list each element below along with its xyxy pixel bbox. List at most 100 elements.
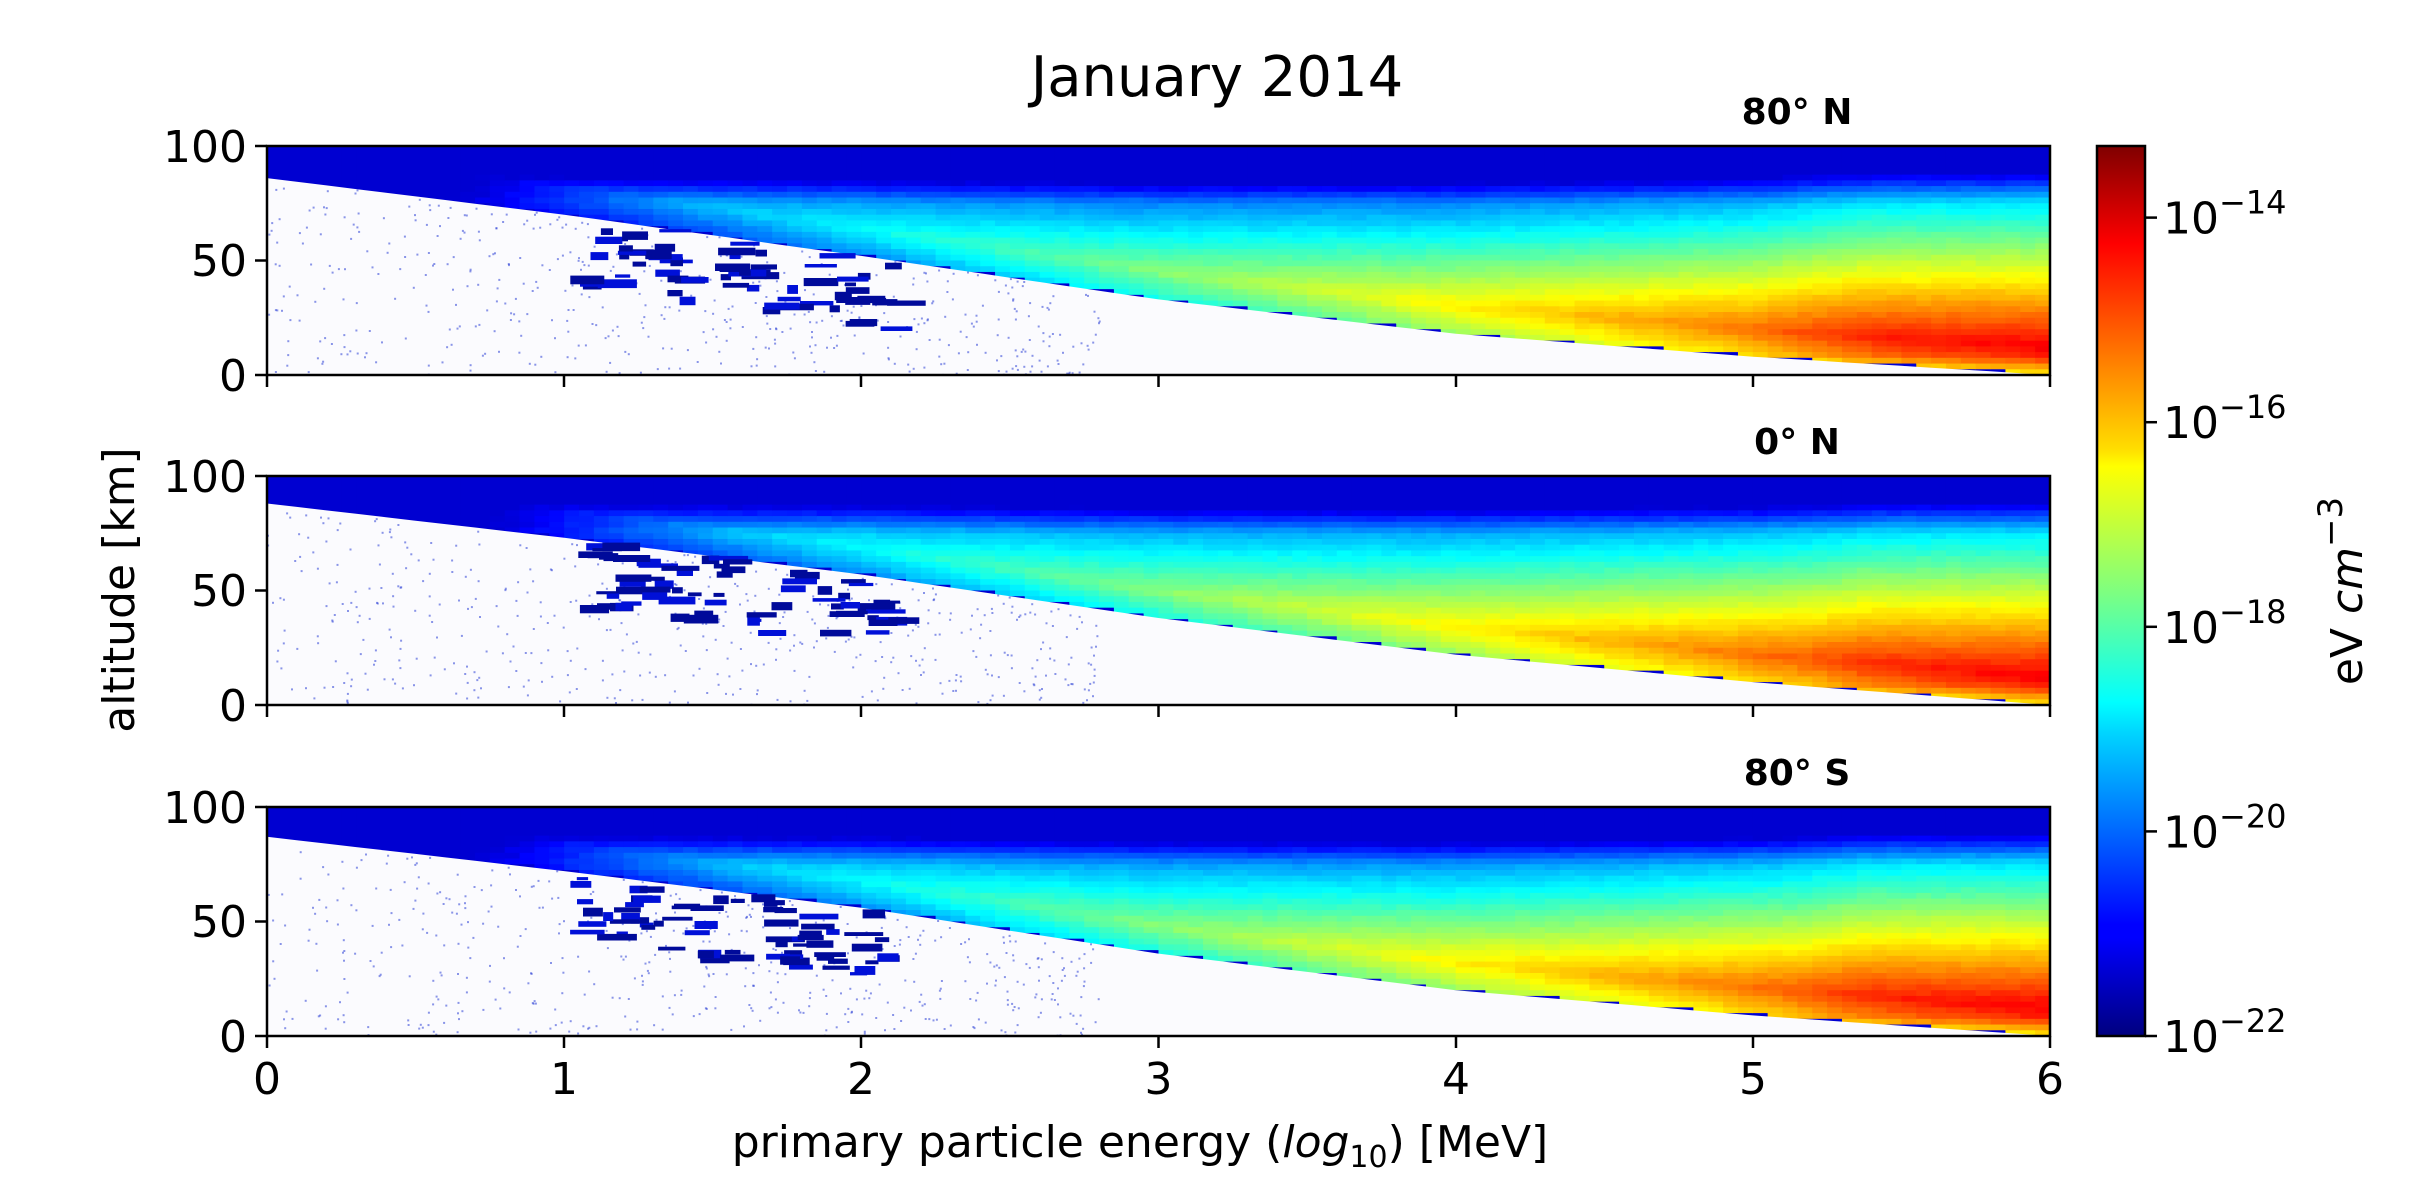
heatmap-cell <box>1262 226 1278 233</box>
heatmap-cell <box>267 146 283 153</box>
heatmap-cell <box>1396 312 1412 319</box>
heatmap-cell <box>1277 214 1293 222</box>
heatmap-cell <box>1440 186 1457 193</box>
heatmap-cell <box>1232 300 1249 307</box>
heatmap-cell <box>489 197 506 204</box>
noise-dot <box>894 260 897 263</box>
heatmap-cell <box>1574 289 1590 296</box>
heatmap-cell <box>1113 146 1130 153</box>
heatmap-cell <box>950 220 966 227</box>
heatmap-cell <box>1574 157 1590 164</box>
heatmap-cell <box>816 237 833 244</box>
heatmap-cell <box>1455 277 1472 284</box>
heatmap-cell <box>1425 271 1442 279</box>
heatmap-cell <box>1559 300 1576 307</box>
heatmap-cell <box>549 146 565 153</box>
heatmap-cell <box>1500 231 1516 239</box>
heatmap-cell <box>1455 317 1472 325</box>
heatmap-cell <box>1841 340 1858 347</box>
heatmap-cell <box>1663 163 1680 170</box>
heatmap-cell <box>1529 277 1546 284</box>
heatmap-cell <box>1024 214 1041 222</box>
heatmap-cell <box>1827 208 1843 216</box>
noise-dot <box>356 352 359 355</box>
heatmap-cell <box>1351 226 1368 233</box>
heatmap-cell <box>1262 283 1278 290</box>
noise-dot <box>278 218 281 221</box>
heatmap-cell <box>1232 186 1249 193</box>
heatmap-cell <box>2035 352 2050 359</box>
heatmap-cell <box>534 174 550 181</box>
heatmap-cell <box>1440 157 1457 164</box>
heatmap-cell <box>519 151 536 159</box>
heatmap-cell <box>1039 249 1056 256</box>
heatmap-cell <box>1232 168 1249 176</box>
heatmap-cell <box>1203 237 1219 244</box>
heatmap-cell <box>1975 340 1992 347</box>
heatmap-cell <box>727 180 744 187</box>
heatmap-cell <box>1217 191 1234 199</box>
heatmap-cell <box>1678 294 1694 302</box>
heatmap-cell <box>1619 277 1635 284</box>
heatmap-cell <box>1128 266 1145 273</box>
heatmap-cell <box>1544 186 1561 193</box>
heatmap-cell <box>2005 357 2021 365</box>
heatmap-cell <box>1975 249 1992 256</box>
heatmap-cell <box>1470 226 1486 233</box>
noise-dot <box>725 339 728 342</box>
heatmap-cell <box>920 163 937 170</box>
heatmap-cell <box>267 157 283 164</box>
heatmap-cell <box>1262 260 1278 267</box>
heatmap-cell <box>1708 231 1724 239</box>
heatmap-cell <box>1619 174 1635 181</box>
heatmap-cell <box>1767 157 1784 164</box>
heatmap-cell <box>1841 151 1858 159</box>
heatmap-cell <box>1931 243 1947 250</box>
heatmap-cell <box>1292 254 1308 262</box>
heatmap-cell <box>683 214 699 222</box>
heatmap-cell <box>1247 249 1264 256</box>
heatmap-cell <box>1708 340 1724 347</box>
heatmap-cell <box>1381 289 1397 296</box>
heatmap-cell <box>1871 266 1888 273</box>
heatmap-cell <box>1782 168 1799 176</box>
heatmap-cell <box>1856 146 1873 153</box>
heatmap-cell <box>1886 146 1903 153</box>
heatmap-cell <box>1411 277 1427 284</box>
heatmap-cell <box>1871 163 1888 170</box>
heatmap-cell <box>950 174 966 181</box>
heatmap-cell <box>1797 294 1813 302</box>
heatmap-cell <box>950 197 966 204</box>
heatmap-cell <box>1916 197 1932 204</box>
heatmap-cell <box>1574 186 1590 193</box>
heatmap-cell <box>534 191 550 199</box>
heatmap-cell <box>1470 243 1486 250</box>
heatmap-cell <box>1856 300 1873 307</box>
heatmap-cell <box>1604 157 1620 164</box>
heatmap-cell <box>1827 191 1843 199</box>
heatmap-cell <box>1336 277 1353 284</box>
heatmap-cell <box>1099 174 1115 181</box>
heatmap-cell <box>712 168 729 176</box>
heatmap-cell <box>1381 186 1397 193</box>
heatmap-cell <box>1604 294 1620 302</box>
heatmap-cell <box>1544 197 1561 204</box>
heatmap-cell <box>1678 329 1694 336</box>
heatmap-cell <box>1633 226 1650 233</box>
heatmap-cell <box>1945 254 1962 262</box>
heatmap-cell <box>1069 243 1085 250</box>
heatmap-cell <box>356 168 372 176</box>
heatmap-cell <box>1782 277 1799 284</box>
heatmap-cell <box>935 168 952 176</box>
heatmap-cell <box>1663 208 1680 216</box>
heatmap-cell <box>1411 266 1427 273</box>
heatmap-cell <box>1455 312 1472 319</box>
heatmap-cell <box>1277 186 1293 193</box>
heatmap-cell <box>1396 226 1412 233</box>
heatmap-cell <box>772 186 788 193</box>
heatmap-cell <box>1856 317 1873 325</box>
heatmap-cell <box>653 214 669 222</box>
heatmap-cell <box>1663 334 1680 342</box>
heatmap-cell <box>1931 346 1947 353</box>
heatmap-cell <box>1113 191 1130 199</box>
